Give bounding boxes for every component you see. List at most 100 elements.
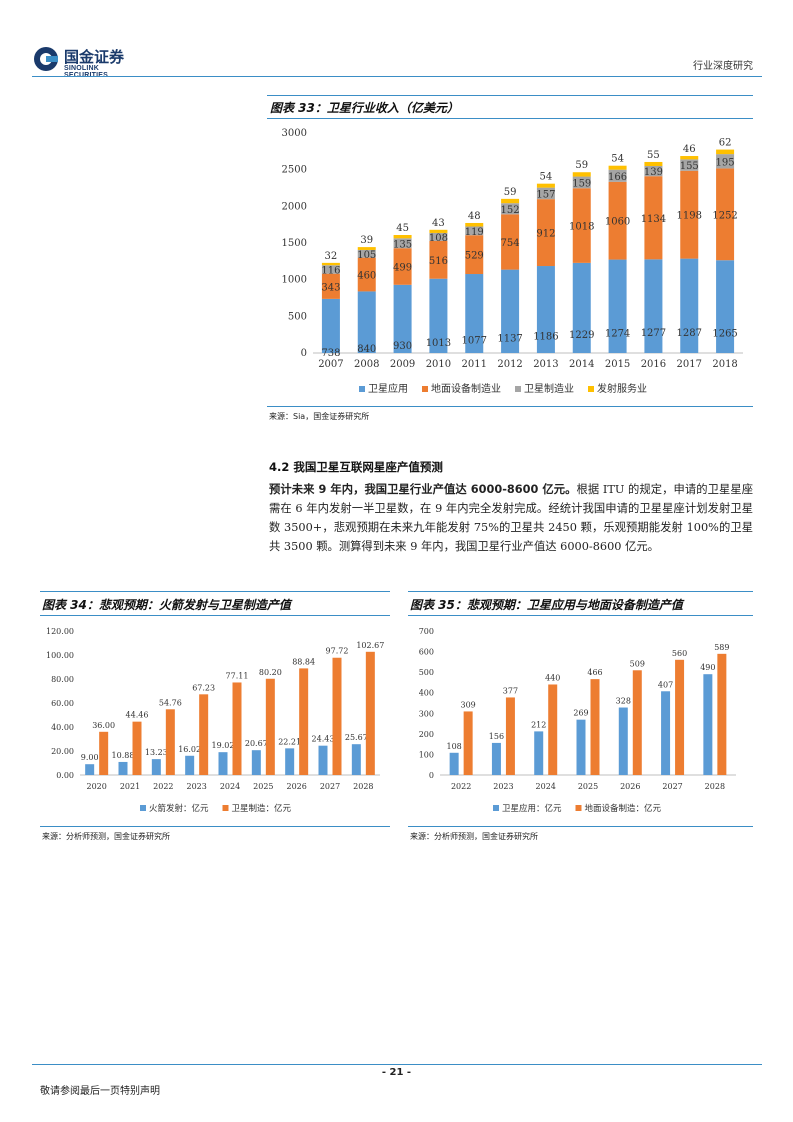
fig34-label-0-2025: 20.67 (245, 739, 268, 748)
fig34-bar-1-2026 (299, 668, 309, 775)
fig33-bar-2-2015 (608, 169, 627, 182)
fig33-legend-swatch-3 (588, 386, 594, 392)
fig34-chart: 0.00 20.00 40.00 60.00 80.00 100.00 120.00 2020… (46, 627, 384, 814)
fig35-label-1-2024: 440 (545, 673, 560, 682)
fig34-ytick-2: 40.00 (51, 723, 74, 732)
fig33-label-1-2013: 912 (536, 229, 555, 240)
fig33-label-3-2008: 39 (360, 235, 373, 246)
fig33-bar-3-2009 (393, 235, 412, 239)
fig34-bar-0-2025 (251, 750, 261, 775)
fig34-label-0-2024: 19.02 (212, 741, 235, 750)
fig33-bar-1-2011 (465, 235, 484, 275)
fig35-legend-swatch-0 (493, 805, 499, 811)
fig33-ytick-1: 500 (288, 311, 307, 322)
fig35-ytick-3: 300 (419, 709, 434, 718)
fig33-label-2-2009: 135 (393, 239, 412, 250)
fig34-bar-0-2021 (118, 761, 128, 775)
fig34-label-1-2027: 97.72 (326, 647, 349, 656)
fig33-bar-0-2010 (429, 278, 448, 353)
fig33-xtick-2017: 2017 (677, 359, 702, 370)
fig33-label-1-2016: 1134 (641, 214, 666, 225)
fig34-bar-0-2027 (318, 745, 328, 775)
fig35-xtick-2026: 2026 (620, 782, 640, 791)
fig33-label-3-2010: 43 (432, 218, 445, 229)
fig35-bar-1-2023 (505, 697, 515, 775)
logo-text-cn: 国金证券 (64, 48, 125, 66)
fig33-bar-1-2017 (680, 170, 699, 259)
fig33-bar-3-2014 (572, 172, 591, 177)
fig33-bar-1-2012 (501, 214, 520, 270)
fig34-label-0-2022: 13.23 (145, 748, 168, 757)
fig33-ytick-2: 1000 (282, 275, 307, 286)
fig33-label-1-2014: 1018 (569, 222, 594, 233)
section-body-text: 根据 ITU 的规定，申请的卫星星座需在 6 年内发射一半卫星数，在 9 年内完… (269, 483, 754, 553)
fig35-bar-0-2028 (703, 674, 713, 775)
page-number: - 21 - (381, 1067, 412, 1078)
fig33-label-2-2014: 159 (572, 178, 591, 189)
fig34-label-0-2028: 25.67 (345, 733, 368, 742)
fig35-top-rule (408, 591, 753, 592)
fig33-bar-0-2014 (572, 262, 591, 353)
fig34-source: 来源：分析师预测，国金证券研究所 (42, 832, 170, 841)
fig33-bar-2-2012 (501, 203, 520, 215)
fig34-label-1-2022: 54.76 (159, 698, 182, 707)
fig35-xtick-2028: 2028 (705, 782, 725, 791)
fig33-label-0-2011: 1077 (462, 336, 487, 347)
fig33-label-0-2013: 1186 (533, 332, 558, 343)
fig33-title-rule (267, 118, 753, 119)
fig33-bar-3-2008 (357, 247, 376, 250)
fig33-label-3-2017: 46 (683, 144, 696, 155)
fig33-bar-2-2018 (716, 154, 735, 169)
fig35-bar-1-2027 (675, 659, 685, 775)
fig33-bar-0-2018 (716, 260, 735, 353)
fig34-label-1-2028: 102.67 (356, 641, 384, 650)
fig35-bar-1-2022 (463, 711, 473, 775)
fig35-ytick-5: 500 (419, 668, 434, 677)
fig33-label-1-2009: 499 (393, 263, 412, 274)
fig35-bar-0-2023 (491, 742, 501, 775)
fig33-label-2-2013: 157 (536, 189, 555, 200)
fig35-label-0-2028: 490 (700, 663, 715, 672)
fig33-label-2-2016: 139 (644, 167, 663, 178)
fig35-title: 图表 35：悲观预期：卫星应用与地面设备制造产值 (410, 598, 683, 612)
fig35-bottom-rule (408, 826, 753, 827)
fig33-bar-0-2008 (357, 291, 376, 353)
logo-mark-icon (34, 47, 58, 71)
fig34-legend-1: 卫星制造：亿元 (232, 803, 292, 814)
fig33-legend-swatch-0 (359, 386, 365, 392)
fig35-label-0-2025: 269 (573, 709, 588, 718)
fig33-xtick-2014: 2014 (569, 359, 594, 370)
fig33-label-1-2018: 1252 (712, 210, 737, 221)
fig34-bar-1-2024 (232, 682, 242, 775)
fig35-label-0-2026: 328 (616, 697, 631, 706)
fig33-xtick-2008: 2008 (354, 359, 379, 370)
fig35-legend-0: 卫星应用：亿元 (502, 803, 562, 814)
fig35-ytick-6: 600 (419, 648, 434, 657)
fig34-ytick-6: 120.00 (46, 627, 74, 636)
fig33-label-2-2007: 116 (321, 265, 340, 276)
fig33-title: 图表 33：卫星行业收入（亿美元） (270, 101, 459, 115)
fig34-label-1-2020: 36.00 (92, 721, 115, 730)
fig34-bar-0-2026 (285, 748, 295, 775)
fig35-bar-1-2024 (548, 684, 558, 775)
fig34-xtick-2028: 2028 (353, 782, 373, 791)
fig35-source: 来源：分析师预测，国金证券研究所 (410, 832, 538, 841)
fig35-xtick-2022: 2022 (451, 782, 471, 791)
fig34-xtick-2025: 2025 (253, 782, 273, 791)
fig33-bar-0-2012 (501, 269, 520, 353)
fig33-bar-0-2013 (536, 266, 555, 353)
fig34-label-1-2021: 44.46 (126, 711, 149, 720)
fig33-label-0-2008: 840 (357, 344, 376, 355)
fig34-bar-1-2027 (332, 657, 342, 775)
fig34-xtick-2023: 2023 (186, 782, 206, 791)
fig35-label-0-2022: 108 (447, 742, 462, 751)
fig33-bottom-rule (267, 406, 753, 407)
fig33-bar-3-2007 (321, 262, 340, 266)
fig34-ytick-3: 60.00 (51, 699, 74, 708)
fig33-bar-3-2010 (429, 229, 448, 233)
fig33-label-1-2008: 460 (357, 271, 376, 282)
fig33-xtick-2010: 2010 (426, 359, 451, 370)
fig33-xtick-2015: 2015 (605, 359, 630, 370)
fig33-label-1-2007: 343 (321, 282, 340, 293)
